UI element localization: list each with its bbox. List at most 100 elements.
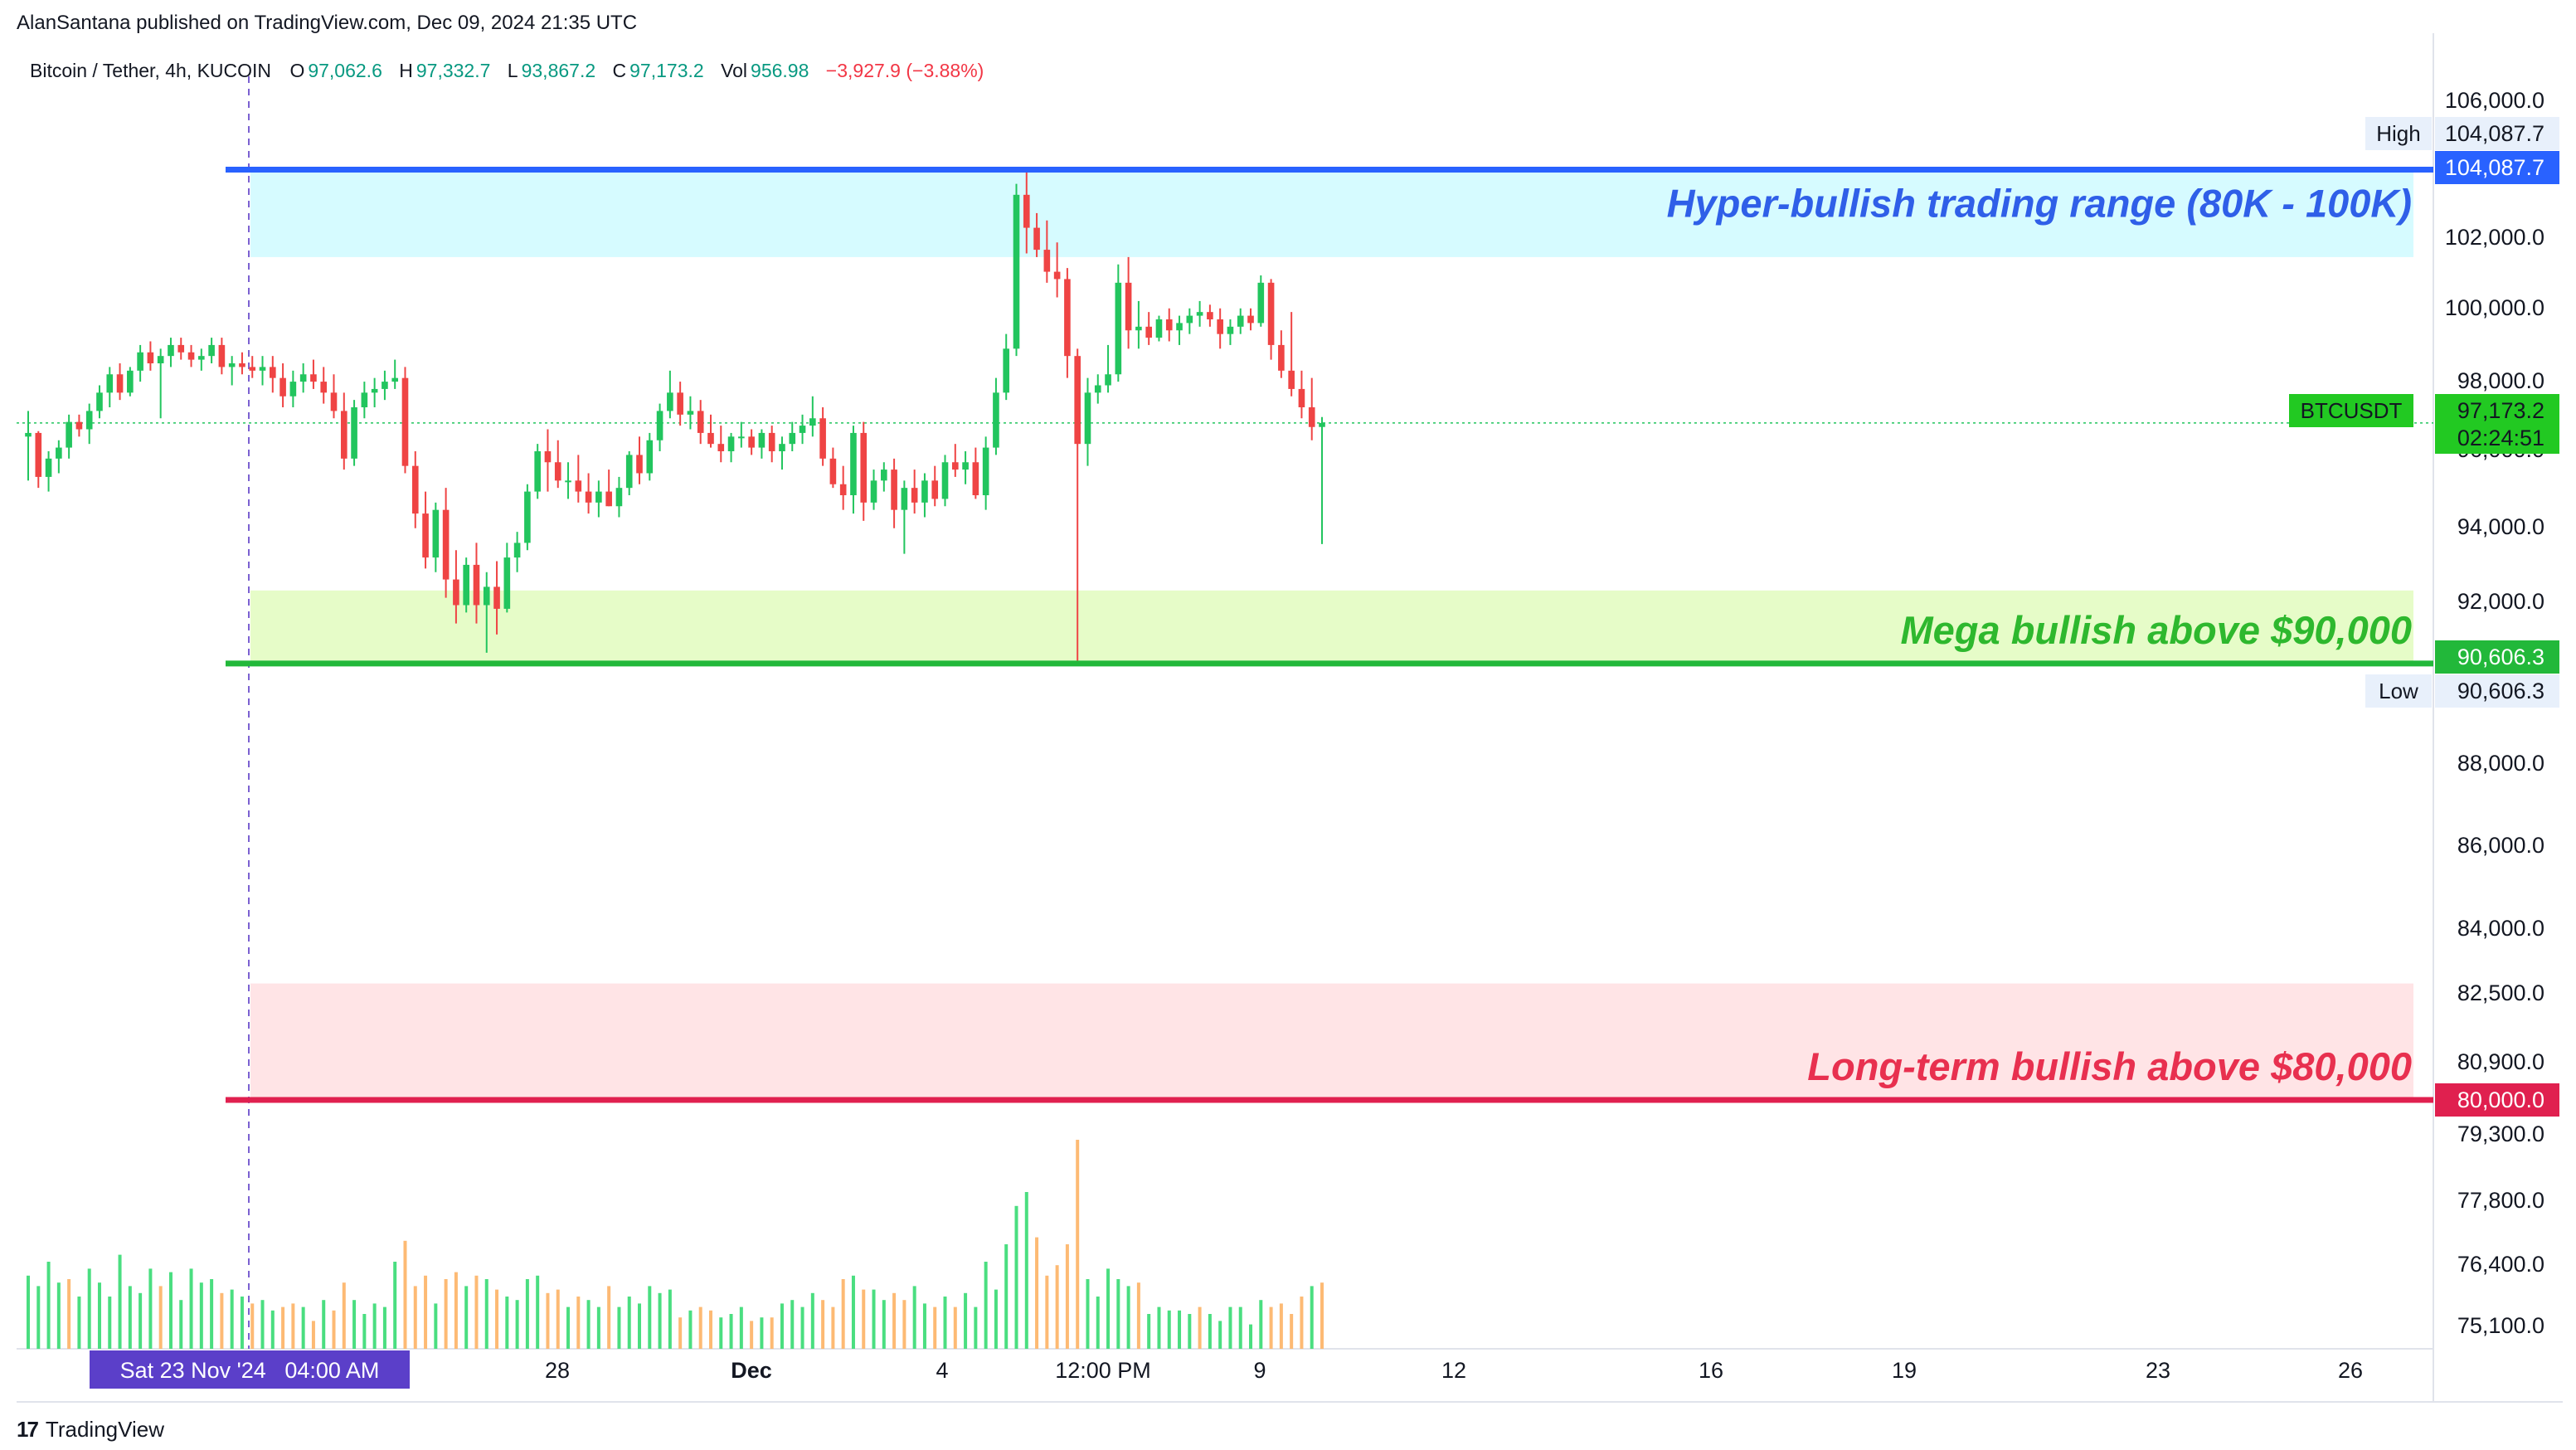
candle [75, 414, 83, 437]
symbol-name[interactable]: Bitcoin / Tether, 4h, KUCOIN [30, 60, 272, 81]
last-price-tag: BTCUSDT 97,173.2 02:24:51 [2289, 394, 2559, 454]
candle [239, 352, 245, 375]
volume-bar [729, 1314, 733, 1349]
candle [1267, 279, 1275, 360]
volume-bar [1178, 1310, 1182, 1349]
candle-body [228, 363, 236, 367]
volume-label: Vol [721, 60, 748, 81]
candle-body [1145, 326, 1152, 338]
candle [575, 455, 582, 503]
svg-text:Sat 23 Nov '24 04:00 AM: Sat 23 Nov '24 04:00 AM [120, 1358, 380, 1383]
candle-body [951, 462, 959, 470]
candle-body [1023, 194, 1030, 228]
candle [106, 367, 114, 407]
candle-body [218, 344, 226, 367]
candle-body [463, 564, 469, 606]
price-tick-label: 94,000.0 [2457, 514, 2544, 539]
candle [1135, 300, 1142, 349]
volume-bar [872, 1289, 876, 1349]
candle [187, 344, 195, 367]
volume-bar [250, 1303, 255, 1349]
candle [401, 367, 409, 474]
candle-body [585, 491, 592, 503]
volume-bar [1259, 1300, 1263, 1349]
volume-bar [546, 1292, 550, 1349]
time-tick-label: 23 [2146, 1358, 2170, 1383]
volume-bar [1290, 1314, 1294, 1349]
candle [565, 462, 571, 499]
candle [687, 396, 694, 430]
candle [738, 421, 745, 448]
volume-bar [1269, 1306, 1273, 1349]
blue-line-price-tag: 104,087.7 [2435, 151, 2559, 184]
candle [911, 470, 918, 514]
candle-body [839, 484, 847, 495]
time-axis-ticks: 28 Dec 4 12:00 PM 9 12 16 19 23 26 [545, 1358, 2363, 1383]
volume-bar [139, 1292, 143, 1349]
candle [799, 414, 806, 445]
tradingview-brand[interactable]: TradingView [45, 1417, 164, 1442]
volume-bar [1086, 1279, 1090, 1349]
candle [625, 451, 633, 495]
candle-body [962, 462, 969, 470]
candle [56, 440, 62, 474]
volume-bar [1014, 1205, 1018, 1349]
candle [901, 480, 908, 554]
candle-body [1033, 227, 1040, 251]
candle-body [727, 436, 735, 451]
candle [789, 421, 796, 451]
candle-body [269, 367, 276, 378]
volume-bar [1035, 1237, 1039, 1349]
candle [809, 396, 816, 437]
candle [157, 348, 164, 419]
volume-bar [1320, 1282, 1324, 1349]
volume-bar [1238, 1306, 1242, 1349]
candle [717, 426, 725, 463]
candle-body [758, 432, 766, 448]
volume-bar [36, 1286, 41, 1349]
volume-bar [240, 1297, 244, 1349]
candle [1308, 377, 1315, 440]
candle-body [198, 356, 205, 360]
candle-body [1094, 385, 1101, 393]
volume-bar [1045, 1275, 1049, 1349]
candle [748, 429, 755, 455]
price-tick-label: 80,900.0 [2457, 1049, 2544, 1074]
candle-body [870, 480, 877, 503]
candle-body [850, 432, 857, 495]
volume-bar [556, 1289, 560, 1349]
candle-body [646, 440, 654, 474]
volume-bar [1136, 1282, 1140, 1349]
candle-body [829, 458, 837, 484]
candle [881, 462, 887, 492]
candle-body [442, 509, 450, 580]
candle-body [1196, 312, 1203, 316]
volume-bar [739, 1306, 743, 1349]
volume-bar [994, 1289, 998, 1349]
candle [1288, 312, 1295, 397]
volume-bar [148, 1268, 153, 1349]
candle [1064, 268, 1071, 378]
candle-body [982, 447, 989, 495]
low-label: L [507, 60, 518, 81]
volume-bar [46, 1262, 51, 1349]
candle-body [636, 455, 643, 474]
candle [1196, 300, 1203, 327]
tradingview-logo-icon[interactable]: 17 [17, 1417, 39, 1442]
candle [646, 432, 654, 481]
candle [432, 502, 440, 572]
candle [259, 356, 266, 386]
candle-body [1155, 319, 1163, 338]
volume-bar [810, 1292, 814, 1349]
published-line: AlanSantana published on TradingView.com… [17, 12, 638, 34]
candle-body [1013, 194, 1020, 349]
candle [473, 543, 480, 624]
candle [819, 407, 826, 466]
volume-bar [1004, 1244, 1009, 1349]
candle-body [106, 374, 114, 393]
candle-body [860, 432, 868, 503]
volume-bar [179, 1300, 183, 1349]
candle-body [177, 344, 185, 353]
candle [1207, 304, 1213, 327]
